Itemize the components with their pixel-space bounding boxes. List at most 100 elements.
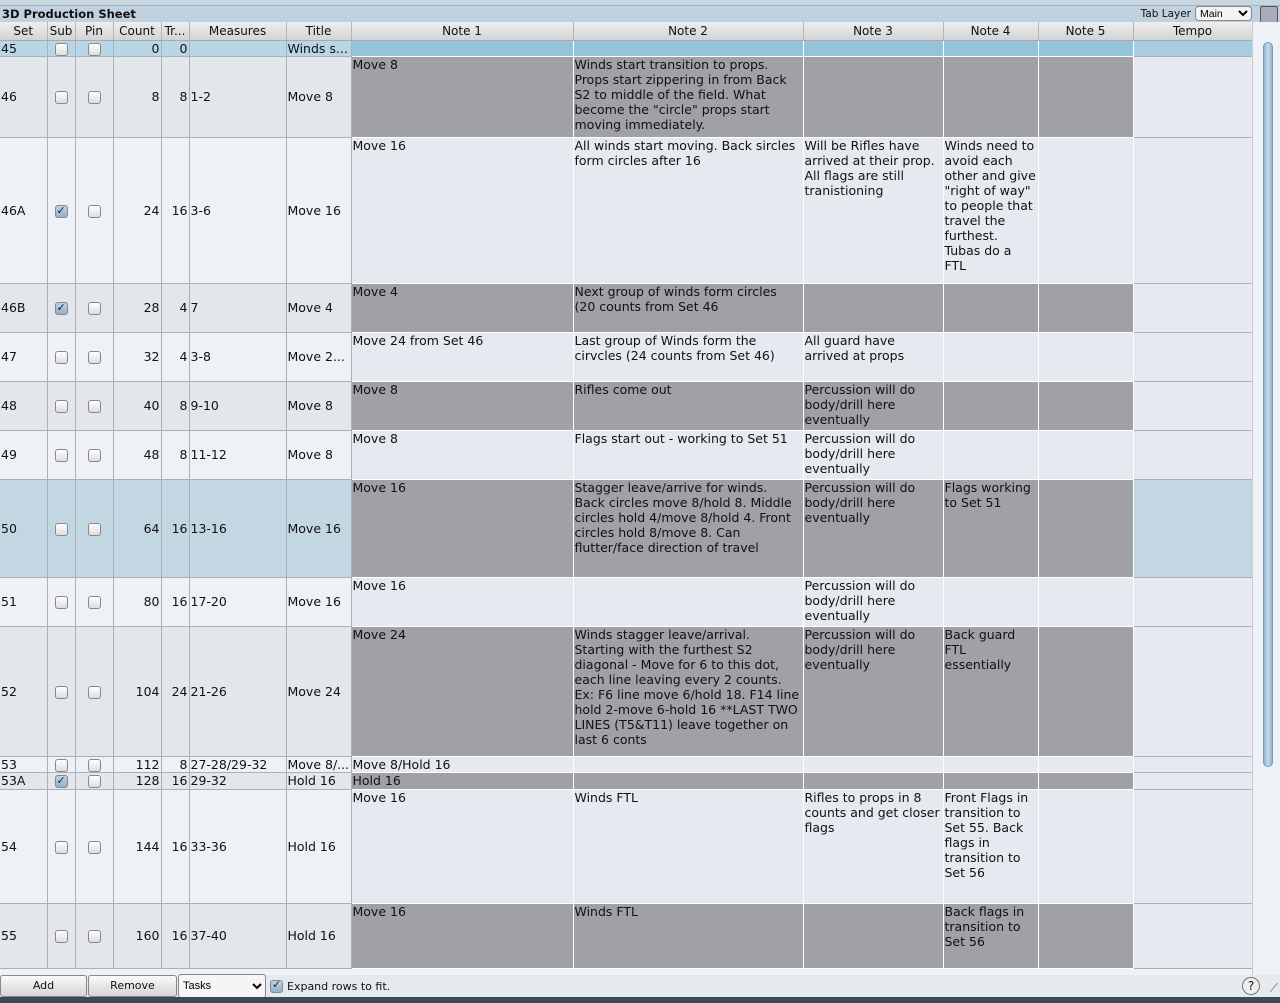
pin-cell[interactable] [75,137,114,284]
set-cell[interactable]: 48 [0,381,48,431]
column-header-sub[interactable]: Sub [47,22,76,41]
note-3-cell[interactable]: Percussion will do body/drill here event… [803,577,944,627]
note-5-cell[interactable] [1038,40,1134,57]
note-3-cell[interactable]: Will be Rifles have arrived at their pro… [803,137,944,284]
sub-checkbox[interactable] [54,596,68,609]
table-row[interactable]: 51 80 16 17-20 Move 16 Move 16 Percussion will… [0,577,1252,627]
note-5-cell[interactable] [1038,56,1134,138]
vertical-scrollbar[interactable] [1252,22,1280,975]
sub-cell[interactable] [47,381,76,431]
tempo-cell[interactable] [1133,332,1252,382]
pin-cell[interactable] [75,577,114,627]
count-cell[interactable]: 8 [113,56,162,138]
set-cell[interactable]: 53 [0,756,48,773]
note-3-cell[interactable] [803,772,944,790]
count-cell[interactable]: 112 [113,756,162,773]
note-1-cell[interactable]: Move 16 [351,789,574,904]
title-cell[interactable]: Move 4 [286,283,352,333]
note-5-cell[interactable] [1038,577,1134,627]
pin-cell[interactable] [75,56,114,138]
tempo-cell[interactable] [1133,756,1252,773]
pin-cell[interactable] [75,381,114,431]
checkbox-icon[interactable] [270,978,283,993]
sub-checkbox[interactable] [54,91,68,104]
note-3-cell[interactable] [803,903,944,969]
column-header-note-1[interactable]: Note 1 [351,22,574,41]
sub-checkbox[interactable] [54,773,68,788]
pin-checkbox[interactable] [87,449,101,462]
tempo-cell[interactable] [1133,430,1252,480]
column-header-pin[interactable]: Pin [75,22,114,41]
sub-cell[interactable] [47,772,76,790]
pin-cell[interactable] [75,40,114,57]
expand-rows-checkbox[interactable]: Expand rows to fit. [270,978,390,993]
sub-checkbox[interactable] [54,930,68,943]
note-1-cell[interactable]: Move 8 [351,56,574,138]
note-4-cell[interactable] [943,332,1039,382]
tempo-cell[interactable] [1133,283,1252,333]
note-4-cell[interactable]: Winds need to avoid each other and give … [943,137,1039,284]
note-3-cell[interactable]: Percussion will do body/drill here event… [803,430,944,480]
title-cell[interactable]: Winds s... [286,40,352,57]
set-cell[interactable]: 52 [0,626,48,757]
count-cell[interactable]: 160 [113,903,162,969]
sub-checkbox[interactable] [54,400,68,413]
note-2-cell[interactable] [573,577,804,627]
note-5-cell[interactable] [1038,283,1134,333]
transition-cell[interactable]: 4 [161,283,190,333]
measures-cell[interactable]: 3-8 [189,332,287,382]
count-cell[interactable]: 24 [113,137,162,284]
pin-checkbox[interactable] [87,204,101,218]
measures-cell[interactable] [189,40,287,57]
tempo-cell[interactable] [1133,772,1252,790]
title-cell[interactable]: Move 24 [286,626,352,757]
sub-checkbox[interactable] [54,840,68,854]
note-2-cell[interactable] [573,756,804,773]
table-row[interactable]: 55 160 16 37-40 Hold 16 Move 16 Winds FTL Back … [0,903,1252,969]
pin-checkbox[interactable] [87,685,101,699]
title-cell[interactable]: Move 8 [286,381,352,431]
note-2-cell[interactable]: Winds FTL [573,789,804,904]
sub-checkbox[interactable] [54,685,68,699]
note-4-cell[interactable] [943,430,1039,480]
pin-checkbox[interactable] [87,400,101,413]
set-cell[interactable]: 47 [0,332,48,382]
note-5-cell[interactable] [1038,903,1134,969]
note-2-cell[interactable]: Next group of winds form circles (20 cou… [573,283,804,333]
tempo-cell[interactable] [1133,903,1252,969]
table-row[interactable]: 53 112 8 27-28/29-32 Move 8/... Move 8/Hold 1… [0,756,1252,773]
remove-button[interactable]: Remove [88,975,177,997]
pin-checkbox[interactable] [87,351,101,364]
note-3-cell[interactable] [803,283,944,333]
note-4-cell[interactable] [943,381,1039,431]
resize-grip-icon[interactable]: ⟋ [1269,981,1278,995]
tab-layer-select[interactable]: Main [1195,6,1252,21]
measures-cell[interactable]: 7 [189,283,287,333]
note-2-cell[interactable]: Last group of Winds form the cirvcles (2… [573,332,804,382]
sub-cell[interactable] [47,137,76,284]
measures-cell[interactable]: 17-20 [189,577,287,627]
count-cell[interactable]: 48 [113,430,162,480]
pin-cell[interactable] [75,283,114,333]
count-cell[interactable]: 104 [113,626,162,757]
table-row[interactable]: 45 0 0 Winds s... [0,40,1252,57]
title-cell[interactable]: Move 16 [286,479,352,578]
set-cell[interactable]: 46B [0,283,48,333]
note-2-cell[interactable]: All winds start moving. Back sircles for… [573,137,804,284]
set-cell[interactable]: 51 [0,577,48,627]
table-row[interactable]: 46 8 8 1-2 Move 8 Move 8 Winds start transitio… [0,56,1252,138]
measures-cell[interactable]: 21-26 [189,626,287,757]
note-4-cell[interactable] [943,56,1039,138]
tempo-cell[interactable] [1133,381,1252,431]
note-3-cell[interactable]: Percussion will do body/drill here event… [803,626,944,757]
set-cell[interactable]: 45 [0,40,48,57]
transition-cell[interactable]: 16 [161,137,190,284]
note-3-cell[interactable]: Percussion will do body/drill here event… [803,381,944,431]
transition-cell[interactable]: 16 [161,903,190,969]
note-1-cell[interactable]: Move 24 [351,626,574,757]
sub-cell[interactable] [47,40,76,57]
count-cell[interactable]: 80 [113,577,162,627]
column-header-tempo[interactable]: Tempo [1133,22,1252,41]
transition-cell[interactable]: 16 [161,789,190,904]
